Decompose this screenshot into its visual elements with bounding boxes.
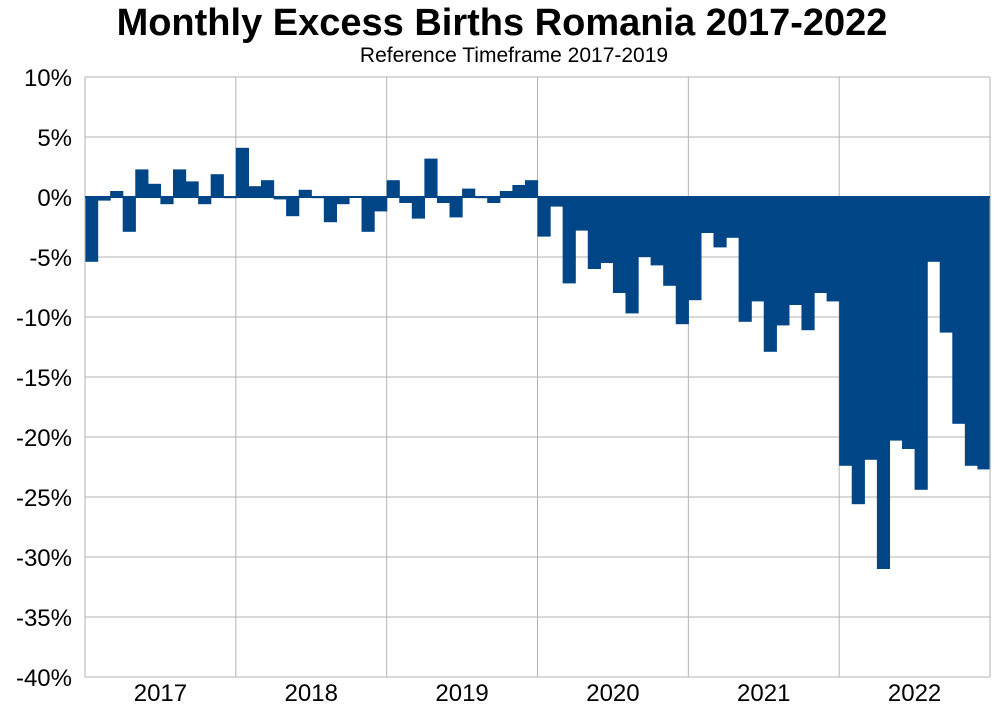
bar bbox=[172, 169, 187, 197]
y-tick-label: -20% bbox=[16, 425, 72, 452]
y-axis-tick-labels: 10% 5% 0% -5% -10% -15% -20% -25% -30% -35% -40% bbox=[16, 65, 72, 692]
bar bbox=[323, 197, 337, 223]
x-tick-label: 2020 bbox=[586, 680, 639, 706]
bar bbox=[122, 197, 136, 232]
bar bbox=[361, 197, 375, 232]
bar bbox=[436, 197, 451, 203]
bar bbox=[286, 197, 300, 217]
y-tick-label: -25% bbox=[16, 485, 72, 512]
y-tick-label: 0% bbox=[37, 185, 72, 212]
x-tick-label: 2018 bbox=[285, 680, 338, 706]
bar bbox=[386, 180, 400, 197]
bar bbox=[248, 186, 262, 197]
bar bbox=[85, 197, 99, 262]
bar bbox=[198, 197, 212, 205]
bar bbox=[537, 197, 551, 237]
bar bbox=[751, 197, 765, 302]
bar bbox=[902, 197, 916, 449]
bar bbox=[726, 197, 740, 238]
y-tick-label: -30% bbox=[16, 545, 72, 572]
bar bbox=[977, 197, 991, 470]
bar bbox=[512, 185, 526, 197]
y-tick-label: 5% bbox=[37, 125, 72, 152]
bar bbox=[185, 181, 199, 197]
y-tick-label: -35% bbox=[16, 605, 72, 632]
bar bbox=[650, 197, 664, 266]
bar bbox=[952, 197, 966, 424]
y-tick-label: -40% bbox=[16, 665, 72, 692]
bar bbox=[550, 197, 564, 207]
bar bbox=[587, 197, 601, 269]
bar bbox=[914, 197, 928, 490]
bar bbox=[260, 180, 275, 197]
bar bbox=[864, 197, 878, 460]
x-tick-label: 2019 bbox=[435, 680, 488, 706]
bars bbox=[85, 147, 991, 569]
x-tick-label: 2021 bbox=[737, 680, 790, 706]
bar bbox=[738, 197, 752, 322]
y-tick-label: 10% bbox=[24, 65, 72, 92]
bar bbox=[374, 197, 388, 212]
x-tick-label: 2017 bbox=[134, 680, 187, 706]
bar bbox=[788, 197, 803, 305]
y-tick-label: -5% bbox=[29, 245, 72, 272]
y-tick-label: -10% bbox=[16, 305, 72, 332]
bar bbox=[814, 197, 828, 293]
bar bbox=[688, 197, 702, 301]
bar bbox=[675, 197, 689, 325]
bar bbox=[424, 158, 438, 197]
plot-frame bbox=[84, 77, 991, 678]
bar bbox=[135, 169, 149, 197]
bar bbox=[399, 197, 413, 203]
bar bbox=[801, 197, 815, 331]
bar bbox=[663, 197, 677, 286]
bar bbox=[876, 197, 891, 569]
bar bbox=[147, 183, 162, 197]
bar bbox=[235, 147, 249, 197]
bar bbox=[889, 197, 903, 441]
bar bbox=[336, 197, 350, 205]
bar bbox=[110, 191, 124, 197]
bar bbox=[97, 197, 111, 201]
vertical-gridlines bbox=[235, 77, 840, 677]
bar bbox=[638, 197, 652, 257]
bar bbox=[839, 197, 853, 466]
bar bbox=[562, 197, 576, 284]
bar bbox=[763, 197, 777, 352]
bar bbox=[499, 191, 513, 197]
bar bbox=[939, 197, 953, 333]
bar bbox=[210, 174, 224, 197]
bar bbox=[713, 197, 727, 248]
bar bbox=[462, 188, 476, 197]
bar bbox=[487, 197, 501, 203]
bar bbox=[612, 197, 627, 293]
bar bbox=[575, 197, 589, 231]
bar bbox=[625, 197, 639, 314]
bar bbox=[160, 197, 174, 205]
bar bbox=[700, 197, 715, 233]
chart-title: Monthly Excess Births Romania 2017-2022 bbox=[116, 2, 888, 44]
bar bbox=[776, 197, 790, 326]
bar bbox=[927, 197, 941, 262]
bar bbox=[273, 197, 287, 200]
bar bbox=[411, 197, 425, 219]
chart-subtitle: Reference Timeframe 2017-2019 bbox=[359, 44, 669, 67]
bar bbox=[851, 197, 865, 505]
x-tick-label: 2022 bbox=[888, 680, 941, 706]
bar bbox=[298, 189, 312, 197]
bar bbox=[600, 197, 614, 263]
bar bbox=[524, 180, 539, 197]
bar bbox=[826, 197, 840, 302]
y-tick-label: -15% bbox=[16, 365, 72, 392]
x-axis-tick-labels: 2017 2018 2019 2020 2021 2022 bbox=[134, 680, 942, 706]
bar bbox=[449, 197, 463, 218]
bar bbox=[964, 197, 979, 466]
